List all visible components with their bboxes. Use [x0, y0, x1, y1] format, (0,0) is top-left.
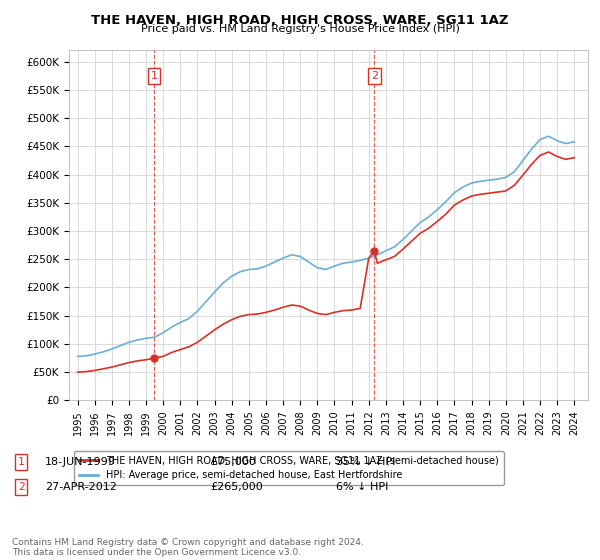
Text: 2: 2	[17, 482, 25, 492]
Text: 18-JUN-1999: 18-JUN-1999	[45, 457, 116, 467]
Text: Price paid vs. HM Land Registry's House Price Index (HPI): Price paid vs. HM Land Registry's House …	[140, 24, 460, 34]
Text: £265,000: £265,000	[210, 482, 263, 492]
Text: 27-APR-2012: 27-APR-2012	[45, 482, 117, 492]
Text: 6% ↓ HPI: 6% ↓ HPI	[336, 482, 388, 492]
Text: Contains HM Land Registry data © Crown copyright and database right 2024.
This d: Contains HM Land Registry data © Crown c…	[12, 538, 364, 557]
Text: 1: 1	[17, 457, 25, 467]
Legend: THE HAVEN, HIGH ROAD, HIGH CROSS, WARE, SG11 1AZ (semi-detached house), HPI: Ave: THE HAVEN, HIGH ROAD, HIGH CROSS, WARE, …	[74, 451, 503, 486]
Text: 35% ↓ HPI: 35% ↓ HPI	[336, 457, 395, 467]
Text: 1: 1	[151, 71, 157, 81]
Text: £75,000: £75,000	[210, 457, 256, 467]
Text: 2: 2	[371, 71, 378, 81]
Text: THE HAVEN, HIGH ROAD, HIGH CROSS, WARE, SG11 1AZ: THE HAVEN, HIGH ROAD, HIGH CROSS, WARE, …	[91, 14, 509, 27]
